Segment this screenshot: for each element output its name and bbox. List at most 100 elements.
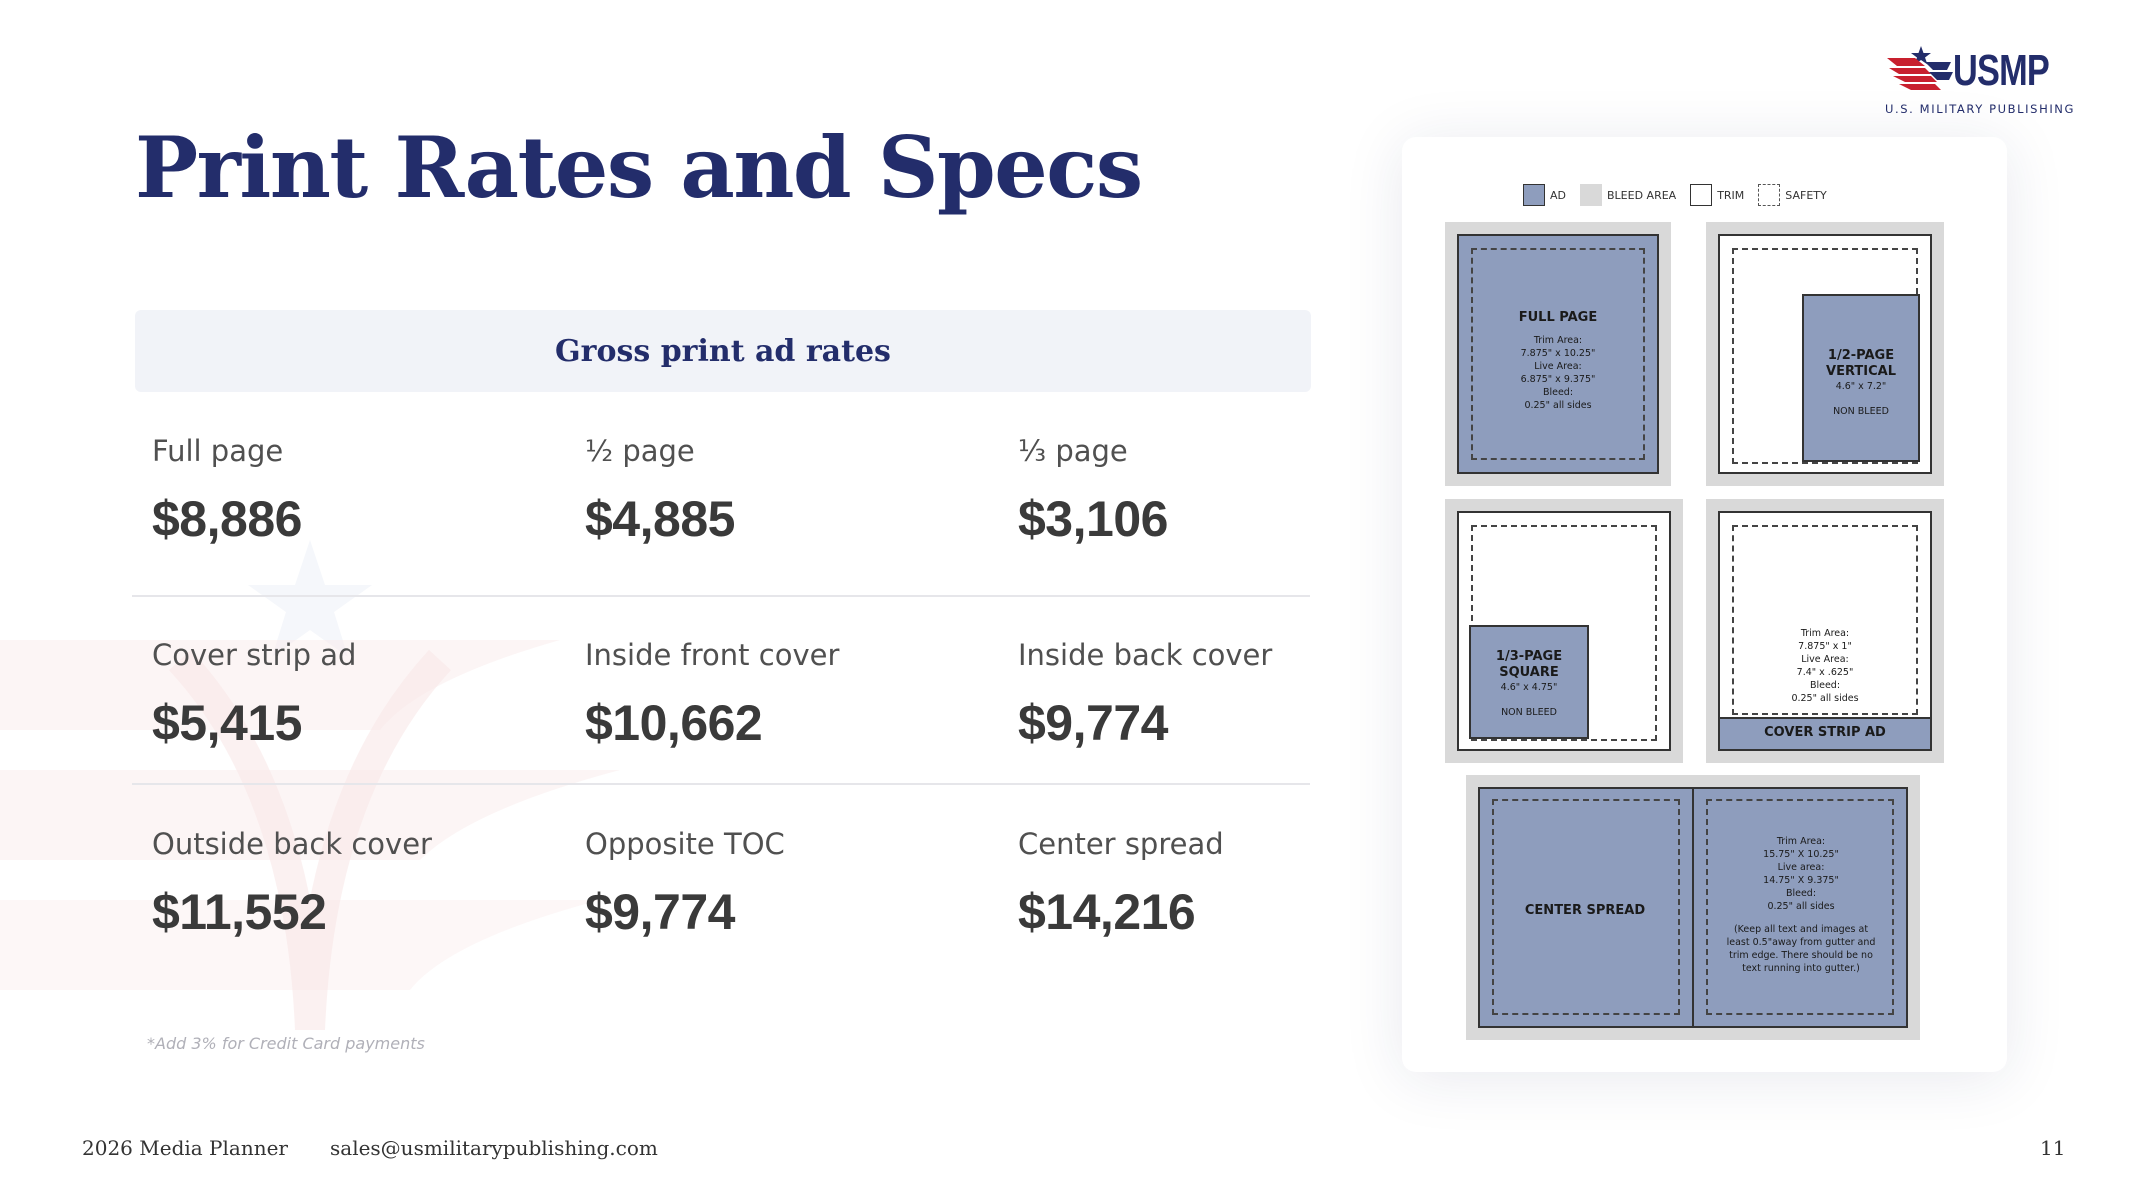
spec-line: 0.25" all sides [1791, 693, 1859, 704]
rate-price: $5,415 [152, 695, 302, 751]
rate-item: ½ page $4,885 [585, 434, 1005, 548]
spec-line: 6.875" x 9.375" [1520, 374, 1596, 385]
rate-price: $8,886 [152, 491, 302, 547]
center-spread-title-wrap: CENTER SPREAD [1478, 903, 1692, 919]
legend-item-trim: TRIM [1690, 184, 1744, 206]
rate-item: Outside back cover $11,552 [152, 827, 572, 941]
bleed-swatch-icon [1580, 184, 1602, 206]
gutter-line [1692, 787, 1694, 1028]
rate-label: Opposite TOC [585, 827, 785, 861]
rate-price: $11,552 [152, 884, 327, 940]
half-page-ad-area [1802, 294, 1920, 462]
spec-line: Bleed: [1785, 888, 1817, 899]
spec-line: 7.875" x 1" [1798, 641, 1852, 652]
third-page-square-diagram: 1/3-PAGE SQUARE 4.6" x 4.75" NON BLEED [1445, 499, 1683, 763]
logo-wordmark: USMP [1953, 46, 2050, 95]
rate-item: Center spread $14,216 [1018, 827, 1438, 941]
third-page-text: 1/3-PAGE SQUARE 4.6" x 4.75" NON BLEED [1469, 649, 1589, 719]
legend-label: AD [1550, 188, 1566, 202]
rate-item: Cover strip ad $5,415 [152, 638, 572, 752]
third-page-ad-area [1469, 625, 1589, 739]
row-divider [132, 783, 1310, 785]
rate-item: Inside front cover $10,662 [585, 638, 1005, 752]
spec-title: 1/3-PAGE [1495, 649, 1563, 664]
rate-label: Cover strip ad [152, 638, 357, 672]
spec-title: CENTER SPREAD [1524, 903, 1646, 918]
spec-line: Bleed: [1542, 387, 1574, 398]
spec-line: Trim Area: [1776, 836, 1826, 847]
rate-item: Full page $8,886 [152, 434, 572, 548]
rate-price: $3,106 [1018, 491, 1168, 547]
safety-line [1471, 248, 1645, 460]
rate-item: ⅓ page $3,106 [1018, 434, 1438, 548]
page-title: Print Rates and Specs [135, 118, 1143, 217]
rate-label: ½ page [585, 434, 695, 468]
full-page-text: FULL PAGE Trim Area: 7.875" x 10.25" Liv… [1457, 310, 1659, 412]
rate-label: Center spread [1018, 827, 1224, 861]
logo-subtitle: U.S. MILITARY PUBLISHING [1885, 102, 2076, 116]
center-spread-text: Trim Area: 15.75" X 10.25" Live area: 14… [1694, 835, 1908, 975]
spec-line: Live area: [1777, 862, 1825, 873]
spec-note: NON BLEED [1833, 406, 1889, 417]
rate-price: $10,662 [585, 695, 763, 751]
rate-label: ⅓ page [1018, 434, 1128, 468]
footer-planner-label: 2026 Media Planner [82, 1136, 288, 1160]
spec-line: 0.25" all sides [1767, 901, 1835, 912]
spec-line: 14.75" X 9.375" [1763, 875, 1839, 886]
spec-line: Trim Area: [1533, 335, 1583, 346]
spec-title: VERTICAL [1826, 364, 1896, 379]
rate-label: Outside back cover [152, 827, 432, 861]
spec-note: (Keep all text and images at [1733, 924, 1869, 935]
cover-strip-title-wrap: COVER STRIP AD [1718, 725, 1932, 741]
spec-line: 7.4" x .625" [1796, 667, 1854, 678]
spec-line: Bleed: [1809, 680, 1841, 691]
trim-area [1718, 511, 1932, 751]
rate-item: Inside back cover $9,774 [1018, 638, 1438, 752]
rate-price: $9,774 [585, 884, 735, 940]
spec-line: 7.875" x 10.25" [1520, 348, 1596, 359]
spec-title: COVER STRIP AD [1764, 725, 1886, 740]
legend-item-safety: SAFETY [1758, 184, 1827, 206]
row-divider [132, 595, 1310, 597]
spec-line: Live Area: [1534, 361, 1582, 372]
center-spread-diagram: CENTER SPREAD Trim Area: 15.75" X 10.25"… [1466, 775, 1920, 1040]
legend-label: BLEED AREA [1607, 188, 1677, 202]
spec-title: 1/2-PAGE [1827, 348, 1895, 363]
safety-swatch-icon [1758, 184, 1781, 206]
flag-wings-icon [1887, 46, 1953, 90]
safety-line [1732, 525, 1918, 715]
page-number: 11 [2040, 1136, 2066, 1160]
rate-price: $9,774 [1018, 695, 1168, 751]
legend-item-ad: AD [1523, 184, 1566, 206]
spec-size: 4.6" x 4.75" [1500, 682, 1558, 693]
spec-note: least 0.5"away from gutter and [1726, 937, 1876, 948]
background-flag-decoration [0, 540, 620, 1030]
rate-label: Full page [152, 434, 284, 468]
rate-label: Inside back cover [1018, 638, 1273, 672]
half-page-text: 1/2-PAGE VERTICAL 4.6" x 7.2" NON BLEED [1802, 348, 1920, 418]
specs-legend: AD BLEED AREA TRIM SAFETY [1523, 183, 1841, 207]
rate-label: Inside front cover [585, 638, 840, 672]
rates-table-header: Gross print ad rates [135, 310, 1311, 392]
spec-note: NON BLEED [1501, 707, 1557, 718]
spec-title: SQUARE [1499, 665, 1559, 680]
spec-size: 4.6" x 7.2" [1835, 381, 1887, 392]
footer-email-link[interactable]: sales@usmilitarypublishing.com [330, 1136, 658, 1160]
full-page-title: FULL PAGE [1518, 310, 1598, 325]
legend-item-bleed: BLEED AREA [1580, 184, 1676, 206]
spec-note: trim edge. There should be no [1729, 950, 1873, 961]
cover-strip-ad-area [1718, 717, 1932, 751]
safety-line [1492, 799, 1680, 1015]
rate-item: Opposite TOC $9,774 [585, 827, 1005, 941]
full-page-ad-area [1457, 234, 1659, 474]
credit-card-footnote: *Add 3% for Credit Card payments [147, 1034, 425, 1053]
cover-strip-text: Trim Area: 7.875" x 1" Live Area: 7.4" x… [1718, 627, 1932, 705]
legend-label: SAFETY [1785, 188, 1827, 202]
spec-line: Live Area: [1801, 654, 1849, 665]
rate-price: $14,216 [1018, 884, 1196, 940]
usmp-logo: USMP U.S. MILITARY PUBLISHING [1885, 44, 2073, 120]
spec-line: 15.75" X 10.25" [1763, 849, 1839, 860]
rate-price: $4,885 [585, 491, 735, 547]
legend-label: TRIM [1717, 188, 1745, 202]
ad-swatch-icon [1523, 184, 1545, 206]
